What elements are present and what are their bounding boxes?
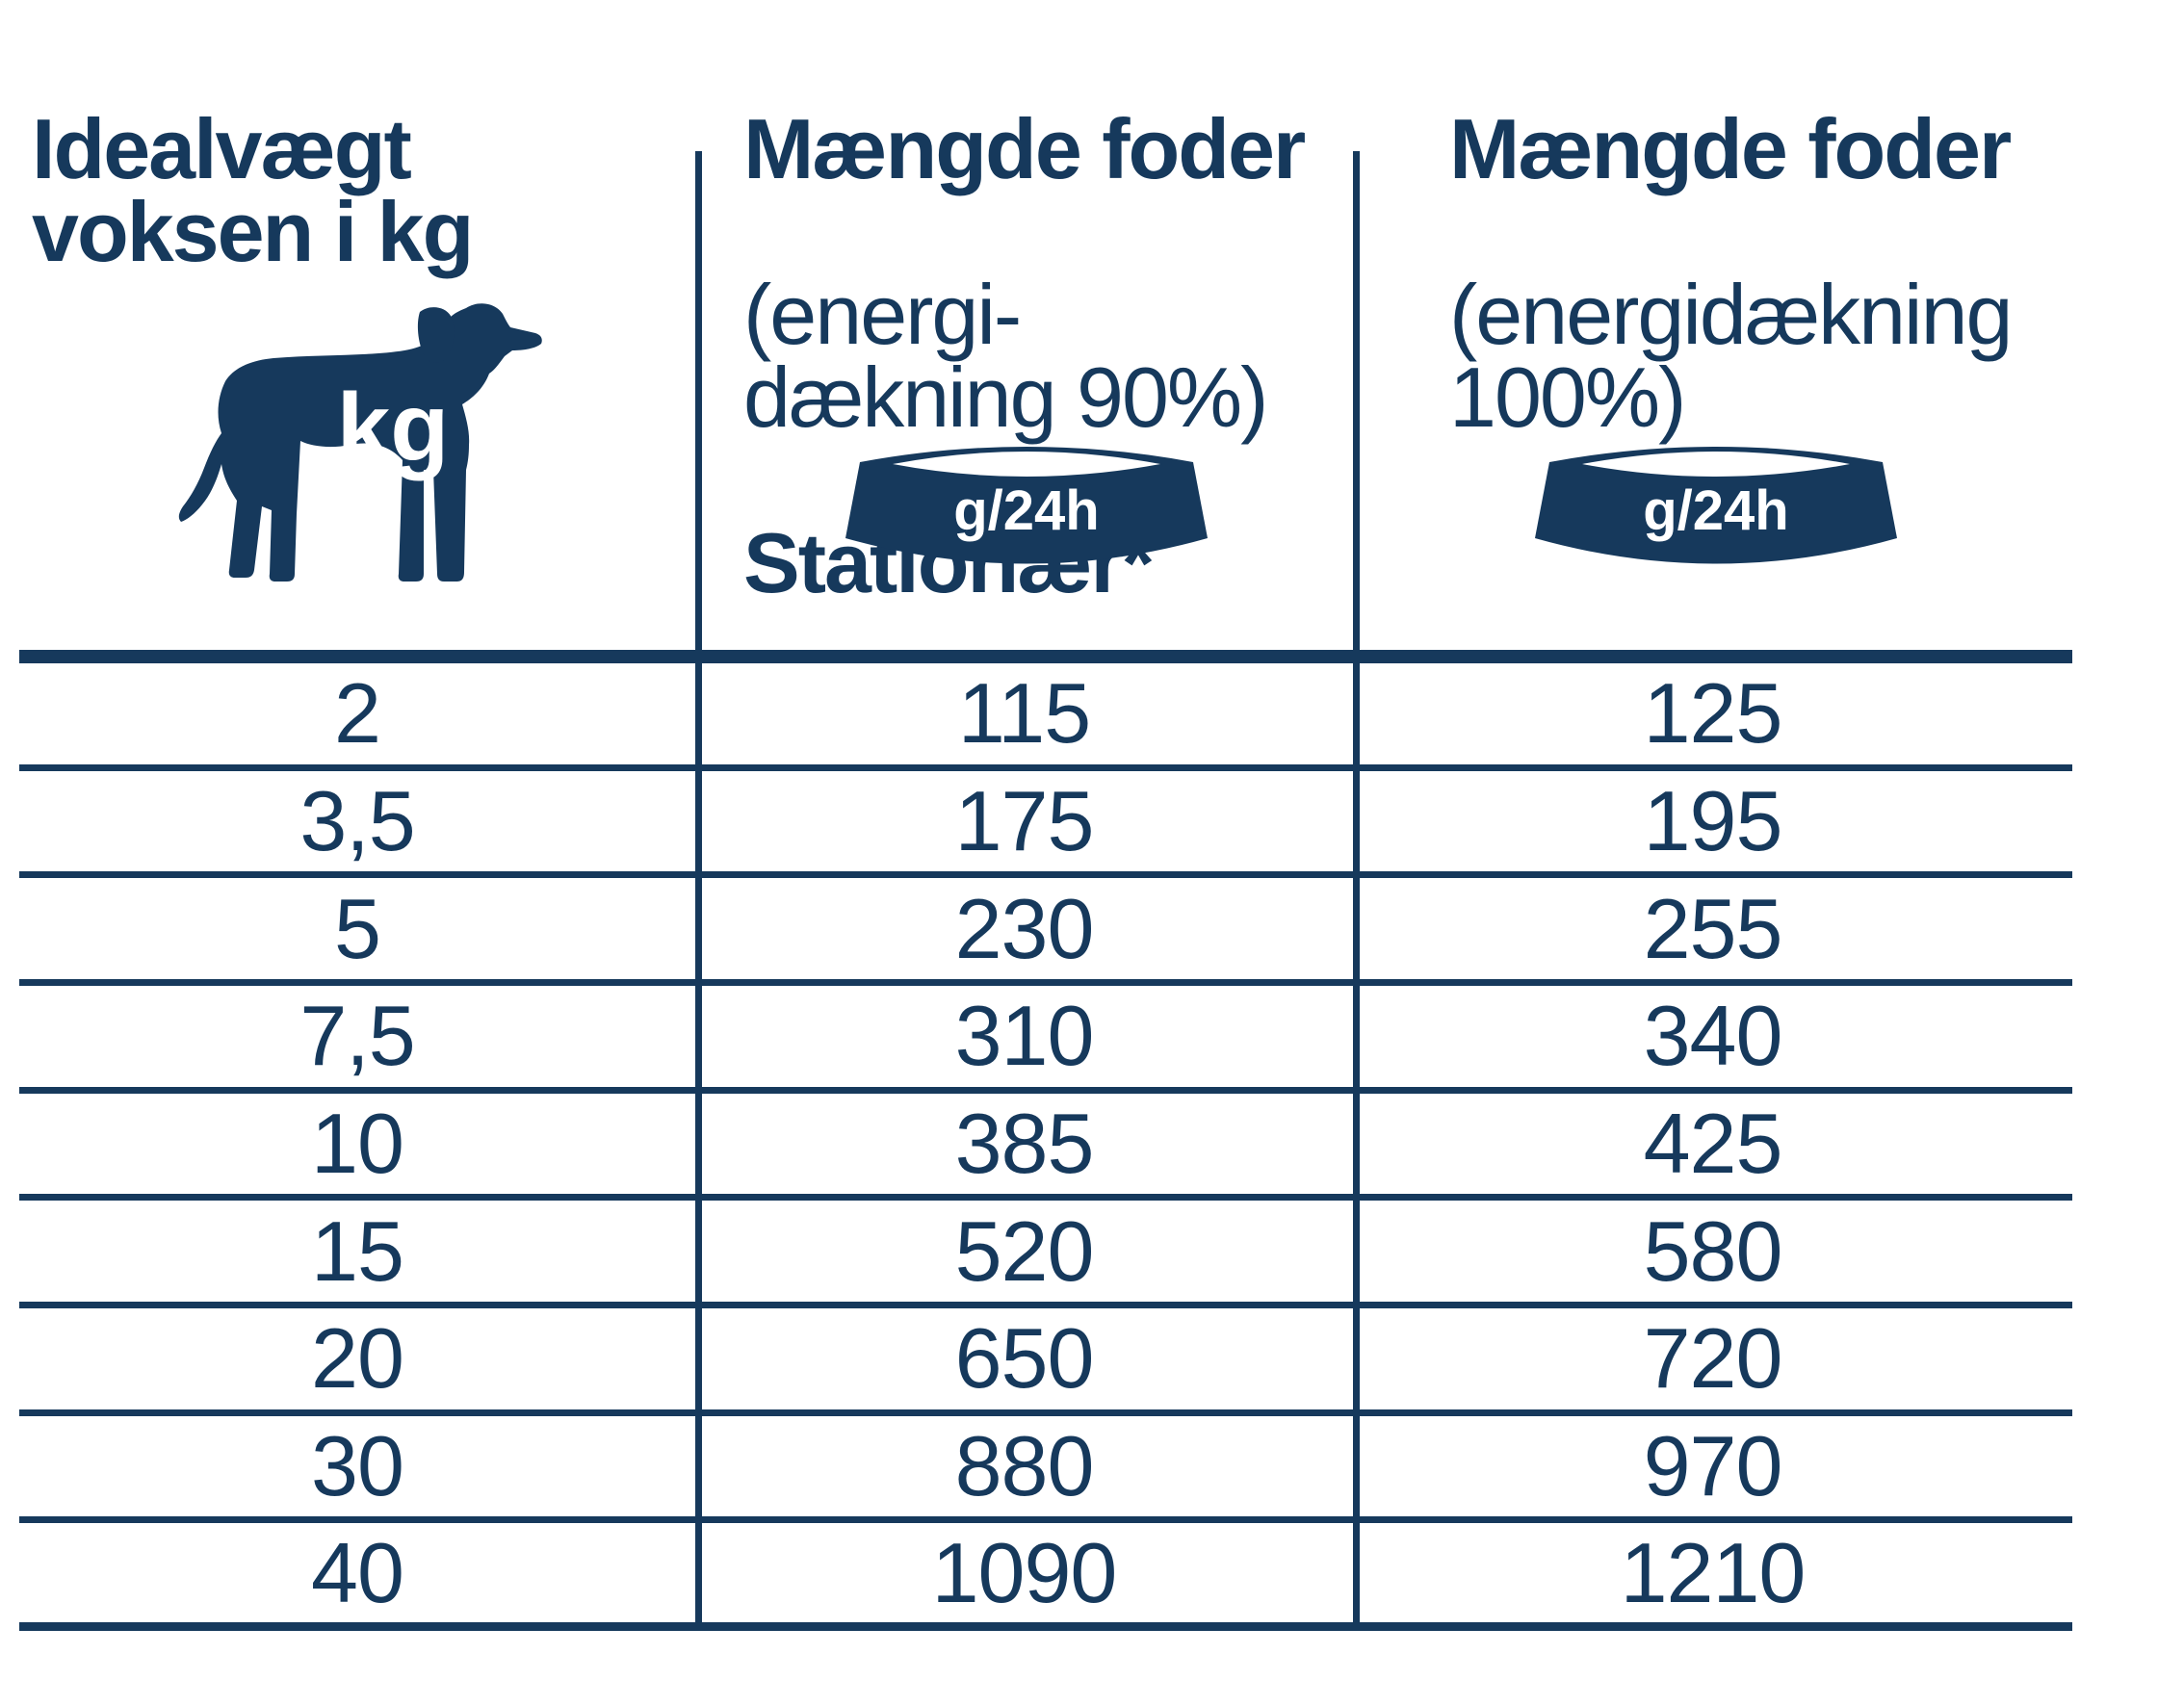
bowl-unit-label: g/24h: [1643, 479, 1789, 542]
column2-header: Mængde foder (energi- dækning 90%) Stati…: [743, 25, 1306, 687]
dog-silhouette-icon: kg: [178, 303, 542, 582]
table-row: 2 115 125: [19, 663, 2072, 771]
food-90pct-cell: 650: [954, 1310, 1095, 1407]
table-row: 15 520 580: [19, 1201, 2072, 1308]
weight-kg-cell: 30: [311, 1417, 404, 1513]
weight-kg-cell: 40: [311, 1524, 404, 1620]
column2-subtitle: (energi- dækning 90%): [743, 267, 1268, 445]
food-90pct-cell: 230: [954, 880, 1095, 976]
weight-kg-cell: 7,5: [299, 988, 415, 1084]
table-row: 40 1090 1210: [19, 1523, 2072, 1631]
column3-header: Mængde foder (energidækning 100%): [1449, 25, 2013, 522]
table-row: 5 230 255: [19, 878, 2072, 986]
weight-kg-cell: 15: [311, 1202, 404, 1299]
food-100pct-cell: 125: [1643, 665, 1783, 762]
food-100pct-cell: 255: [1643, 880, 1783, 976]
weight-kg-cell: 2: [334, 665, 381, 762]
header-separator-line: [19, 650, 2072, 663]
food-bowl-icon: g/24h: [1535, 447, 1897, 564]
food-90pct-cell: 1090: [931, 1524, 1118, 1620]
table-row: 3,5 175 195: [19, 771, 2072, 879]
column-divider-1: [695, 151, 702, 1631]
food-100pct-cell: 1210: [1620, 1524, 1807, 1620]
food-100pct-cell: 720: [1643, 1310, 1783, 1407]
dog-ear: [417, 307, 455, 363]
food-100pct-cell: 195: [1643, 772, 1783, 868]
food-bowl-icon: g/24h: [845, 447, 1208, 564]
table-row: 20 650 720: [19, 1308, 2072, 1416]
table-row: 10 385 425: [19, 1094, 2072, 1202]
food-100pct-cell: 425: [1643, 1095, 1783, 1191]
weight-kg-cell: 5: [334, 880, 381, 976]
table-body: 2 115 125 3,5 175 195 5 230 255 7,5 310 …: [19, 663, 2072, 1631]
weight-kg-cell: 3,5: [299, 772, 415, 868]
column-divider-2: [1353, 151, 1360, 1631]
column3-title: Mængde foder: [1449, 101, 2012, 196]
food-90pct-cell: 175: [954, 772, 1095, 868]
food-100pct-cell: 580: [1643, 1202, 1783, 1299]
weight-kg-cell: 10: [311, 1095, 404, 1191]
table-row: 7,5 310 340: [19, 986, 2072, 1094]
food-100pct-cell: 970: [1643, 1417, 1783, 1513]
food-90pct-cell: 385: [954, 1095, 1095, 1191]
food-90pct-cell: 520: [954, 1202, 1095, 1299]
column1-title: Idealvægt voksen i kg: [32, 101, 474, 279]
column2-title: Mængde foder: [743, 101, 1306, 196]
food-90pct-cell: 310: [954, 988, 1095, 1084]
food-90pct-cell: 880: [954, 1417, 1095, 1513]
table-row: 30 880 970: [19, 1416, 2072, 1524]
bowl-unit-label: g/24h: [953, 479, 1100, 542]
dog-kg-label: kg: [337, 374, 450, 481]
column3-subtitle: (energidækning 100%): [1449, 267, 2013, 445]
food-100pct-cell: 340: [1643, 988, 1783, 1084]
weight-kg-cell: 20: [311, 1310, 404, 1407]
column1-header: Idealvægt voksen i kg: [32, 25, 474, 356]
food-90pct-cell: 115: [957, 665, 1091, 762]
